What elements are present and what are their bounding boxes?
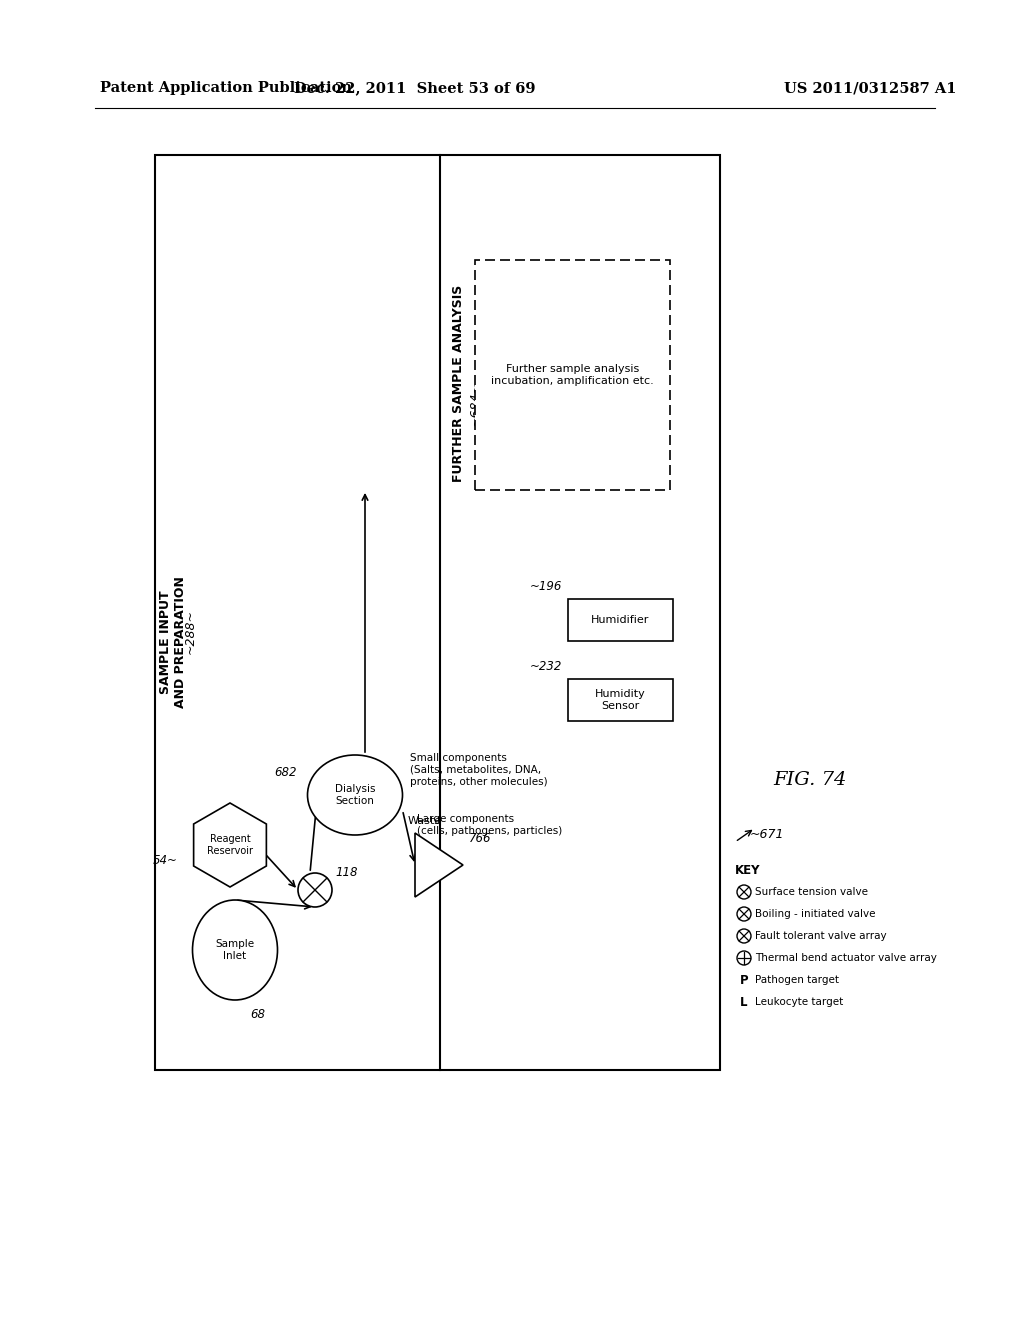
Circle shape xyxy=(298,873,332,907)
Text: Humidifier: Humidifier xyxy=(591,615,649,624)
Circle shape xyxy=(737,884,751,899)
Text: FIG. 74: FIG. 74 xyxy=(773,771,847,789)
Bar xyxy=(475,260,670,490)
Polygon shape xyxy=(194,803,266,887)
Circle shape xyxy=(737,929,751,942)
Text: ~684~: ~684~ xyxy=(469,380,481,425)
Text: ~196: ~196 xyxy=(530,581,562,594)
Text: Small components
(Salts, metabolites, DNA,
proteins, other molecules): Small components (Salts, metabolites, DN… xyxy=(410,754,548,787)
Text: L: L xyxy=(740,995,748,1008)
Text: Sample
Inlet: Sample Inlet xyxy=(215,940,255,961)
Text: KEY: KEY xyxy=(735,863,761,876)
Text: Waste: Waste xyxy=(408,816,441,826)
Text: ~671: ~671 xyxy=(750,829,784,842)
Text: 54~: 54~ xyxy=(154,854,178,866)
Text: ~232: ~232 xyxy=(530,660,562,673)
Text: Reagent
Reservoir: Reagent Reservoir xyxy=(207,834,253,855)
Text: SAMPLE INPUT
AND PREPARATION: SAMPLE INPUT AND PREPARATION xyxy=(159,576,187,708)
Text: ~288~: ~288~ xyxy=(183,610,197,655)
Ellipse shape xyxy=(193,900,278,1001)
Polygon shape xyxy=(415,833,463,898)
Text: P: P xyxy=(739,974,749,986)
Text: Leukocyte target: Leukocyte target xyxy=(755,997,843,1007)
Circle shape xyxy=(737,950,751,965)
Bar xyxy=(567,678,673,721)
Text: 118: 118 xyxy=(335,866,357,879)
Text: US 2011/0312587 A1: US 2011/0312587 A1 xyxy=(783,81,956,95)
Bar xyxy=(567,599,673,642)
Text: 682: 682 xyxy=(274,767,297,780)
Text: Humidity
Sensor: Humidity Sensor xyxy=(595,689,645,710)
Text: Dialysis
Section: Dialysis Section xyxy=(335,784,375,805)
Text: Surface tension valve: Surface tension valve xyxy=(755,887,868,898)
Bar xyxy=(155,154,720,1071)
Circle shape xyxy=(737,907,751,921)
Text: 766: 766 xyxy=(469,832,492,845)
Text: Boiling - initiated valve: Boiling - initiated valve xyxy=(755,909,876,919)
Text: 68: 68 xyxy=(250,1008,265,1022)
Text: Large components
(cells, pathogens, particles): Large components (cells, pathogens, part… xyxy=(417,814,562,836)
Text: Dec. 22, 2011  Sheet 53 of 69: Dec. 22, 2011 Sheet 53 of 69 xyxy=(294,81,536,95)
Text: Thermal bend actuator valve array: Thermal bend actuator valve array xyxy=(755,953,937,964)
Text: Fault tolerant valve array: Fault tolerant valve array xyxy=(755,931,887,941)
Ellipse shape xyxy=(307,755,402,836)
Text: Pathogen target: Pathogen target xyxy=(755,975,839,985)
Text: Further sample analysis
incubation, amplification etc.: Further sample analysis incubation, ampl… xyxy=(492,364,654,385)
Text: FURTHER SAMPLE ANALYSIS: FURTHER SAMPLE ANALYSIS xyxy=(452,284,465,482)
Text: Patent Application Publication: Patent Application Publication xyxy=(100,81,352,95)
